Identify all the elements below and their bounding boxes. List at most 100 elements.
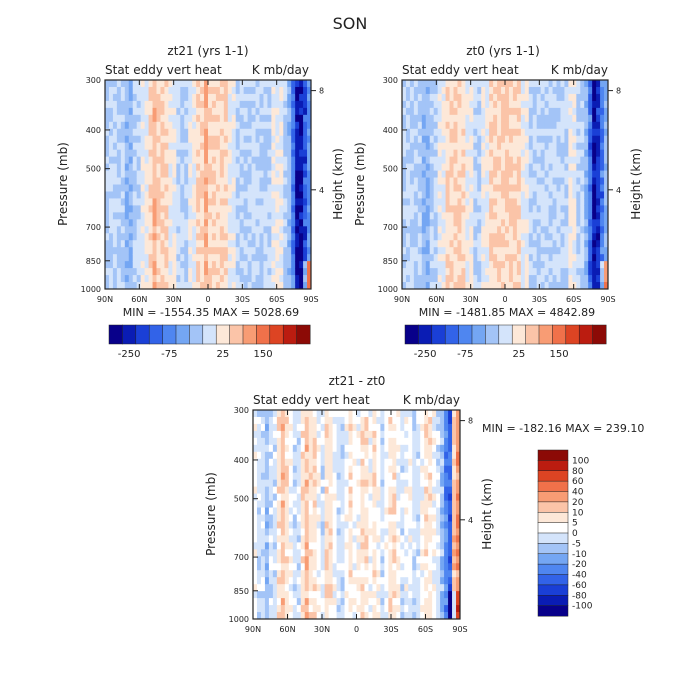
heat-cell xyxy=(279,142,284,151)
heat-cell xyxy=(348,556,353,564)
heat-cell xyxy=(444,591,449,599)
heat-cell xyxy=(421,156,427,164)
heat-cell xyxy=(584,86,589,95)
heat-cell xyxy=(493,219,498,227)
heat-cell xyxy=(516,212,522,220)
heat-cell xyxy=(124,219,130,227)
heat-cell xyxy=(344,423,349,432)
heat-cell xyxy=(497,198,502,206)
heat-cell xyxy=(552,80,557,88)
heat-cell xyxy=(520,268,526,276)
heat-cell xyxy=(112,80,118,88)
heat-cell xyxy=(420,514,425,522)
heat-cell xyxy=(267,170,272,178)
heat-cell xyxy=(256,584,262,592)
heat-cell xyxy=(204,121,209,130)
heat-cell xyxy=(200,149,205,158)
heat-cell xyxy=(208,275,213,283)
heat-cell xyxy=(425,156,431,164)
heat-cell xyxy=(303,114,308,123)
heat-cell xyxy=(489,268,494,276)
heat-cell xyxy=(144,149,149,158)
colorbar-tick-label: 150 xyxy=(254,349,273,360)
heat-cell xyxy=(284,472,290,481)
heat-cell xyxy=(268,486,274,494)
heat-cell xyxy=(421,205,427,213)
heat-cell xyxy=(239,142,245,151)
heat-cell xyxy=(239,240,245,248)
heat-cell xyxy=(164,247,169,255)
heat-cell xyxy=(307,191,312,199)
heat-cell xyxy=(105,156,110,164)
heat-cell xyxy=(136,261,142,269)
heat-cell xyxy=(227,135,233,144)
heat-cell xyxy=(200,170,205,178)
heat-cell xyxy=(267,100,272,109)
heat-cell xyxy=(384,500,389,508)
heat-cell xyxy=(408,605,413,613)
heat-cell xyxy=(280,465,286,474)
heat-cell xyxy=(128,100,134,109)
heat-cell xyxy=(512,93,518,102)
heat-cell xyxy=(432,612,437,620)
heat-cell xyxy=(296,430,302,439)
heat-cell xyxy=(516,128,522,137)
heat-cell xyxy=(413,212,419,220)
heat-cell xyxy=(336,584,341,592)
heat-cell xyxy=(268,416,274,425)
heat-cell xyxy=(360,507,365,515)
heat-cell xyxy=(400,437,405,446)
heat-cell xyxy=(263,80,268,88)
heat-cell xyxy=(489,247,494,255)
heat-cell xyxy=(160,135,165,144)
heat-cell xyxy=(211,233,217,241)
heat-cell xyxy=(552,275,557,283)
heat-cell xyxy=(544,219,549,227)
heat-cell xyxy=(268,465,274,474)
heat-cell xyxy=(449,198,454,206)
heat-cell xyxy=(356,500,361,508)
heat-cell xyxy=(255,261,260,269)
heat-cell xyxy=(440,514,445,522)
heat-cell xyxy=(572,100,577,109)
heat-cell xyxy=(264,605,270,613)
heat-cell xyxy=(592,226,597,234)
heat-cell xyxy=(384,486,389,494)
heat-cell xyxy=(204,247,209,255)
heat-cell xyxy=(116,184,122,192)
heat-cell xyxy=(416,486,421,494)
heat-cell xyxy=(548,107,553,116)
stats-label: MIN = -1481.85 MAX = 4842.89 xyxy=(419,306,595,319)
heat-cell xyxy=(272,486,278,494)
heat-cell xyxy=(264,514,270,522)
heat-cell xyxy=(264,410,270,418)
heat-cell xyxy=(243,268,249,276)
heat-cell xyxy=(600,80,605,88)
heat-cell xyxy=(292,437,298,446)
heat-cell xyxy=(425,191,431,199)
heat-cell xyxy=(413,121,419,130)
heat-cell xyxy=(239,212,245,220)
heat-cell xyxy=(348,458,353,467)
heat-cell xyxy=(192,135,197,144)
heat-cell xyxy=(505,163,510,171)
heat-cell xyxy=(604,282,609,290)
heat-cell xyxy=(267,128,272,137)
heat-cell xyxy=(316,556,322,564)
heat-cell xyxy=(604,233,609,241)
heat-cell xyxy=(409,107,415,116)
heat-cell xyxy=(255,226,260,234)
heat-cell xyxy=(520,142,526,151)
heat-cell xyxy=(584,135,589,144)
heat-cell xyxy=(485,254,490,262)
heat-cell xyxy=(291,86,296,95)
heat-cell xyxy=(105,86,110,95)
heat-cell xyxy=(436,570,441,578)
heat-cell xyxy=(576,205,581,213)
heat-cell xyxy=(287,282,292,290)
heat-cell xyxy=(433,275,439,283)
heat-cell xyxy=(437,100,443,109)
heat-cell xyxy=(572,240,577,248)
heat-cell xyxy=(243,198,249,206)
heat-cell xyxy=(231,268,237,276)
